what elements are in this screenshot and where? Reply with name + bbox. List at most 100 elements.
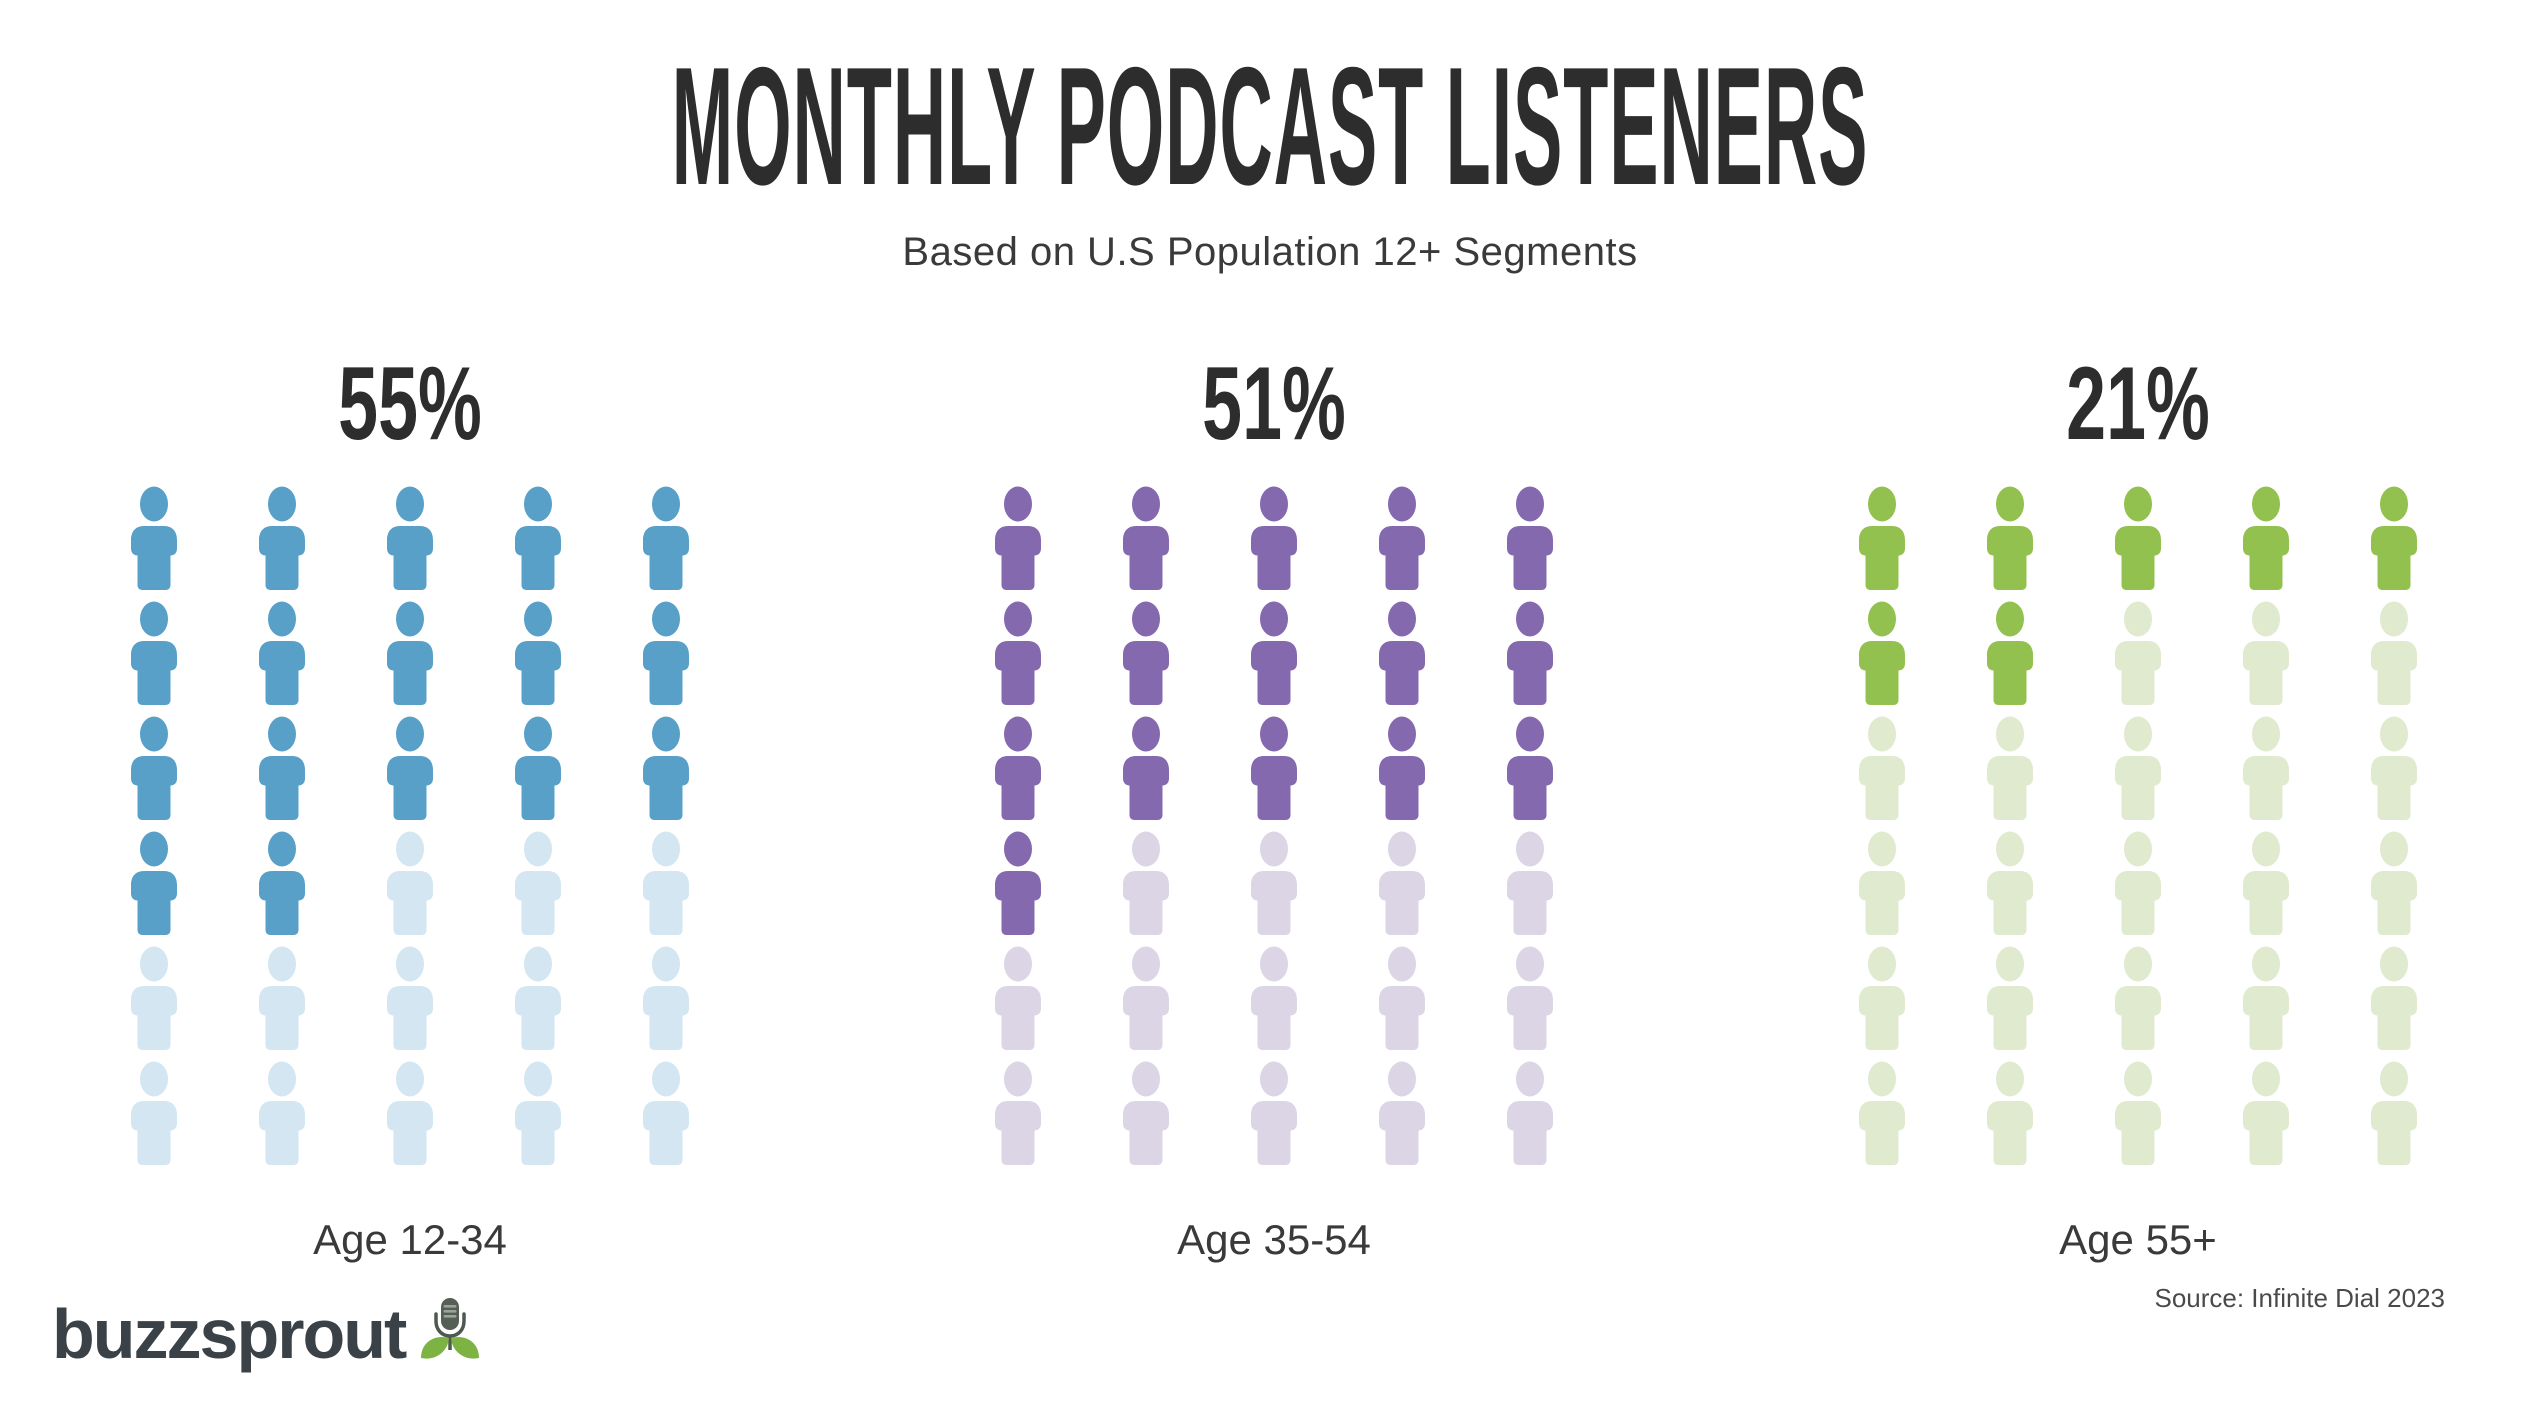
person-icon — [1251, 946, 1297, 1050]
person-icon-cell — [1818, 946, 1946, 1061]
person-icon — [1859, 831, 1905, 935]
person-icon — [1507, 601, 1553, 705]
person-icon-cell — [218, 1061, 346, 1176]
person-icon-cell — [2202, 831, 2330, 946]
person-icon — [515, 1061, 561, 1165]
person-icon — [1251, 716, 1297, 820]
person-icon — [387, 716, 433, 820]
person-icon — [2115, 601, 2161, 705]
person-icon-cell — [1338, 946, 1466, 1061]
person-icon-cell — [2202, 946, 2330, 1061]
person-icon-cell — [1466, 946, 1594, 1061]
person-icon — [1123, 716, 1169, 820]
person-icon-cell — [218, 601, 346, 716]
person-icon-cell — [1210, 486, 1338, 601]
person-icon — [1987, 716, 2033, 820]
person-icon-cell — [90, 946, 218, 1061]
person-icon — [2243, 601, 2289, 705]
person-icon-cell — [1082, 1061, 1210, 1176]
person-icon-cell — [1818, 1061, 1946, 1176]
person-icon-cell — [474, 1061, 602, 1176]
person-icon-cell — [954, 946, 1082, 1061]
person-icon — [2115, 831, 2161, 935]
person-icon-cell — [1946, 716, 2074, 831]
person-icon — [1379, 601, 1425, 705]
person-icon — [1987, 946, 2033, 1050]
page-subtitle: Based on U.S Population 12+ Segments — [902, 229, 1638, 274]
person-icon — [515, 946, 561, 1050]
person-icon — [1987, 1061, 2033, 1165]
person-icon — [1859, 1061, 1905, 1165]
person-icon-cell — [2202, 601, 2330, 716]
person-icon — [2371, 716, 2417, 820]
person-icon — [2243, 1061, 2289, 1165]
person-icon — [1251, 486, 1297, 590]
buzzsprout-wordmark: buzzsprout — [52, 1295, 407, 1373]
person-icon-cell — [346, 831, 474, 946]
person-icon — [259, 1061, 305, 1165]
person-icon — [1859, 601, 1905, 705]
person-icon — [1379, 486, 1425, 590]
person-icon-cell — [954, 486, 1082, 601]
person-icon-cell — [1210, 946, 1338, 1061]
person-icon-cell — [602, 601, 730, 716]
person-icon — [387, 486, 433, 590]
person-icon-cell — [2202, 486, 2330, 601]
person-icon — [643, 1061, 689, 1165]
person-icon-cell — [474, 946, 602, 1061]
person-icon-cell — [2202, 1061, 2330, 1176]
person-icon-cell — [1818, 831, 1946, 946]
person-icon — [515, 601, 561, 705]
age-label: Age 55+ — [2059, 1216, 2217, 1263]
person-icon-cell — [2330, 716, 2458, 831]
person-icon — [1379, 831, 1425, 935]
age-group: 55% Age 12-34 — [90, 330, 730, 1270]
person-icon — [1859, 716, 1905, 820]
person-icon-cell — [346, 486, 474, 601]
person-icon — [131, 601, 177, 705]
person-icon-cell — [1946, 601, 2074, 716]
age-label: Age 35-54 — [1177, 1216, 1371, 1263]
person-icon-cell — [954, 1061, 1082, 1176]
person-icon — [1123, 1061, 1169, 1165]
person-icon — [515, 831, 561, 935]
person-icon-cell — [1082, 716, 1210, 831]
person-icon-cell — [1082, 831, 1210, 946]
person-icon-cell — [2330, 486, 2458, 601]
person-icon — [131, 716, 177, 820]
person-icon — [2115, 716, 2161, 820]
person-icon — [1507, 946, 1553, 1050]
person-icon — [2371, 486, 2417, 590]
person-icon — [1123, 831, 1169, 935]
person-icon — [643, 601, 689, 705]
person-icon-cell — [1338, 831, 1466, 946]
person-icon — [131, 1061, 177, 1165]
person-icon — [1987, 831, 2033, 935]
person-icon — [2243, 716, 2289, 820]
person-icon-cell — [2074, 1061, 2202, 1176]
person-icon-cell — [346, 1061, 474, 1176]
person-icon — [387, 831, 433, 935]
person-icon-cell — [1338, 1061, 1466, 1176]
person-icon-cell — [602, 831, 730, 946]
person-icon-cell — [2330, 601, 2458, 716]
person-icon-cell — [1082, 486, 1210, 601]
person-icon — [1123, 486, 1169, 590]
person-icon-cell — [2074, 716, 2202, 831]
person-icon-cell — [1082, 601, 1210, 716]
person-icon-cell — [602, 716, 730, 831]
person-icon — [1251, 831, 1297, 935]
person-icon-cell — [1338, 716, 1466, 831]
person-icon-cell — [1338, 486, 1466, 601]
person-icon — [2371, 946, 2417, 1050]
person-icon-cell — [474, 831, 602, 946]
person-icon-cell — [2074, 486, 2202, 601]
person-icon-cell — [474, 486, 602, 601]
person-icon-cell — [1946, 831, 2074, 946]
person-icon — [2371, 601, 2417, 705]
person-icon-cell — [1466, 601, 1594, 716]
person-icon — [1123, 946, 1169, 1050]
person-icon — [259, 831, 305, 935]
person-icon — [1859, 946, 1905, 1050]
person-icon — [995, 716, 1041, 820]
